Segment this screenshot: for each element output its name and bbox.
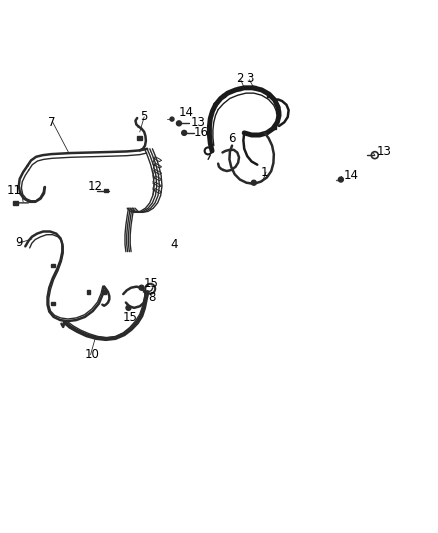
Bar	[50, 302, 55, 305]
Text: 2: 2	[237, 72, 244, 85]
Bar	[50, 264, 55, 267]
Bar	[276, 110, 280, 114]
Text: 7: 7	[48, 116, 56, 129]
Bar	[137, 136, 142, 140]
Bar	[13, 201, 18, 205]
Circle shape	[182, 131, 187, 135]
Text: 13: 13	[191, 116, 205, 129]
Bar	[102, 290, 106, 294]
Text: 14: 14	[343, 169, 358, 182]
Text: 11: 11	[7, 184, 21, 197]
Bar	[87, 290, 90, 294]
Text: 4: 4	[170, 238, 178, 251]
Text: 13: 13	[377, 146, 392, 158]
Text: 3: 3	[246, 72, 253, 85]
Bar	[237, 87, 241, 91]
Bar	[222, 94, 225, 97]
Text: 15: 15	[122, 311, 137, 324]
Text: 16: 16	[194, 126, 209, 140]
Circle shape	[126, 305, 131, 310]
Text: 12: 12	[88, 181, 102, 193]
Bar	[267, 94, 270, 97]
Text: 9: 9	[15, 236, 23, 248]
Text: 14: 14	[179, 106, 194, 119]
Circle shape	[251, 180, 256, 185]
Bar	[272, 126, 276, 129]
Text: 1: 1	[261, 166, 268, 179]
Bar	[104, 189, 108, 192]
Circle shape	[170, 117, 174, 121]
Text: 5: 5	[140, 110, 147, 124]
Bar	[252, 86, 255, 90]
Circle shape	[177, 121, 181, 126]
Text: 10: 10	[85, 348, 100, 361]
Circle shape	[139, 285, 144, 290]
Text: 8: 8	[148, 291, 156, 304]
Text: 15: 15	[144, 277, 159, 290]
Circle shape	[339, 177, 343, 182]
Text: 6: 6	[228, 132, 235, 144]
